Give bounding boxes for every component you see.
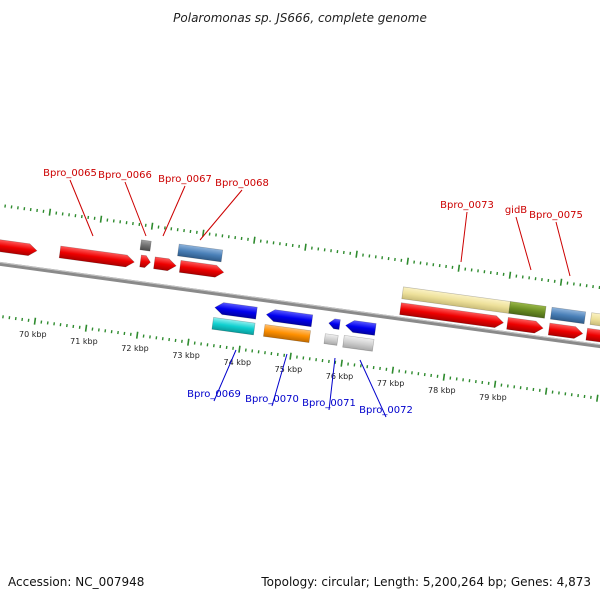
gene-label: Bpro_0069 bbox=[187, 389, 241, 400]
forward-gene-arrow bbox=[585, 327, 600, 346]
scale-label: 71 kbp bbox=[70, 337, 98, 346]
forward-tick-mark bbox=[406, 257, 410, 265]
reverse-tick-mark bbox=[33, 317, 37, 325]
reverse-gene-arrow bbox=[214, 302, 258, 320]
gene-label-leader bbox=[555, 221, 571, 277]
forward-gene-arrow bbox=[506, 317, 544, 334]
forward-tick-mark bbox=[559, 278, 563, 286]
reverse-tick-mark bbox=[493, 380, 497, 388]
gene-label: Bpro_0067 bbox=[158, 174, 212, 185]
forward-tick-mark bbox=[253, 236, 256, 244]
gene-feature-block bbox=[177, 243, 224, 263]
reverse-tick-mark bbox=[289, 352, 292, 360]
gene-label: Bpro_0070 bbox=[245, 394, 299, 405]
gene-feature-block bbox=[589, 312, 600, 331]
scale-label: 79 kbp bbox=[479, 393, 507, 402]
gene-label: Bpro_0066 bbox=[98, 170, 152, 181]
gene-label-leader bbox=[328, 357, 336, 411]
forward-tick-mark bbox=[457, 264, 461, 272]
genome-track bbox=[0, 201, 600, 402]
gene-feature-block bbox=[211, 317, 256, 336]
scale-label: 72 kbp bbox=[121, 344, 149, 353]
gene-label-leader bbox=[69, 179, 94, 237]
reverse-tick-mark bbox=[135, 331, 139, 339]
reverse-gene-arrow bbox=[328, 318, 341, 330]
gene-label: Bpro_0065 bbox=[43, 168, 97, 179]
forward-tick-mark bbox=[150, 222, 154, 230]
reverse-tick-mark bbox=[238, 345, 241, 353]
forward-gene-arrow bbox=[547, 322, 584, 339]
gene-label-leader bbox=[515, 216, 532, 271]
forward-gene-arrow bbox=[0, 234, 38, 256]
scale-label: 77 kbp bbox=[377, 379, 405, 388]
gene-label: gidB bbox=[505, 205, 527, 216]
gene-label: Bpro_0073 bbox=[440, 200, 494, 211]
gene-label: Bpro_0071 bbox=[302, 398, 356, 409]
gene-label-leader bbox=[199, 189, 243, 241]
scale-label: 78 kbp bbox=[428, 386, 456, 395]
scale-label: 75 kbp bbox=[275, 365, 303, 374]
scale-label: 76 kbp bbox=[326, 372, 354, 381]
forward-tick-mark bbox=[355, 250, 358, 258]
gene-feature-block bbox=[508, 301, 547, 319]
accession-text: Accession: NC_007948 bbox=[8, 575, 144, 589]
forward-gene-arrow bbox=[58, 245, 135, 268]
gene-feature-block bbox=[342, 334, 375, 352]
forward-tick-mark bbox=[99, 215, 103, 223]
reverse-tick-mark bbox=[187, 338, 190, 346]
gene-label-leader bbox=[213, 349, 237, 402]
gene-label: Bpro_0075 bbox=[529, 210, 583, 221]
gene-label-leader bbox=[359, 359, 387, 418]
reverse-tick-mark bbox=[84, 324, 88, 332]
genome-summary-text: Topology: circular; Length: 5,200,264 bp… bbox=[260, 575, 591, 589]
reverse-gene-arrow bbox=[265, 309, 314, 328]
genome-backbone bbox=[0, 246, 600, 364]
gene-label-leader bbox=[124, 181, 147, 237]
gene-feature-block bbox=[323, 333, 339, 346]
forward-tick-mark bbox=[304, 243, 307, 251]
gene-feature-block bbox=[263, 324, 311, 343]
gene-label-leader bbox=[460, 211, 468, 263]
reverse-tick-mark bbox=[442, 373, 446, 381]
forward-tick-mark bbox=[201, 229, 205, 237]
reverse-tick-mark bbox=[340, 359, 343, 367]
gene-label: Bpro_0068 bbox=[215, 178, 269, 189]
genome-backbone-highlight bbox=[0, 246, 600, 362]
forward-gene-arrow bbox=[399, 302, 504, 328]
scale-label: 74 kbp bbox=[224, 358, 252, 367]
scale-label: 70 kbp bbox=[19, 330, 47, 339]
reverse-gene-arrow bbox=[345, 320, 377, 336]
forward-gene-arrow bbox=[178, 260, 225, 278]
forward-tick-mark bbox=[48, 208, 52, 216]
gene-feature-block bbox=[139, 239, 152, 252]
reverse-tick-mark bbox=[391, 366, 395, 374]
gene-label-leader bbox=[271, 353, 288, 407]
gene-feature-block bbox=[550, 306, 587, 325]
forward-tick-mark bbox=[508, 271, 512, 279]
scale-label: 73 kbp bbox=[172, 351, 200, 360]
reverse-tick-mark bbox=[596, 394, 599, 402]
gene-label: Bpro_0072 bbox=[359, 405, 413, 416]
gene-label-leader bbox=[162, 185, 186, 237]
reverse-tick-mark bbox=[544, 387, 548, 395]
forward-gene-arrow bbox=[153, 256, 177, 272]
forward-gene-arrow bbox=[139, 254, 151, 268]
map-title: Polaromonas sp. JS666, complete genome bbox=[173, 11, 427, 25]
